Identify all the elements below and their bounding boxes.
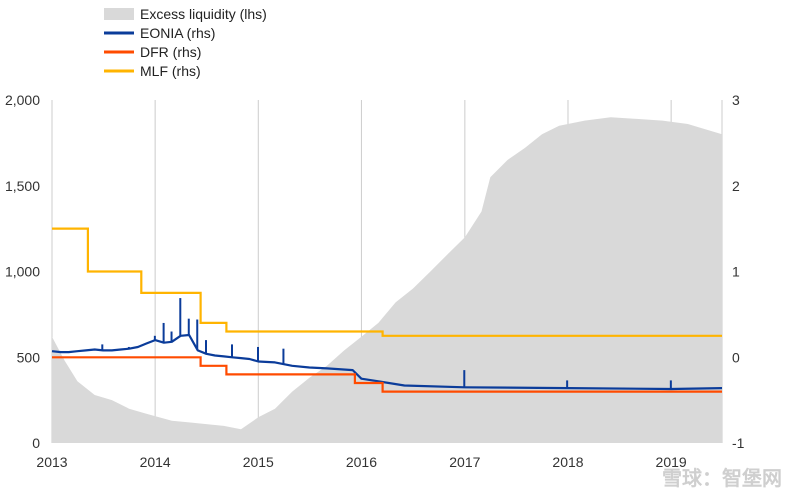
y-left-tick-label: 2,000: [5, 92, 40, 108]
y-right-tick-label: 2: [732, 178, 740, 194]
legend-label: Excess liquidity (lhs): [140, 6, 267, 22]
legend-label: EONIA (rhs): [140, 25, 215, 41]
y-left-tick-label: 1,500: [5, 178, 40, 194]
axis-layer: 2013 2014 2015 2016 2017 2018 201905001,0001,5…: [5, 92, 745, 470]
legend-swatch-area: [104, 8, 134, 20]
series-area-excess-liquidity: [52, 117, 722, 443]
series-line-dfr: [52, 356, 722, 393]
legend: Excess liquidity (lhs) EONIA (rhs) DFR (rh…: [104, 6, 267, 79]
y-left-tick-label: 0: [32, 435, 40, 451]
area-layer: [52, 117, 722, 443]
y-right-tick-label: 3: [732, 92, 740, 108]
y-left-tick-label: 1,000: [5, 264, 40, 280]
x-tick-label: 2013: [36, 454, 67, 470]
y-right-tick-label: 1: [732, 264, 740, 280]
legend-label: MLF (rhs): [140, 63, 201, 79]
y-right-tick-label: -1: [732, 435, 745, 451]
watermark-text: 雪球：智堡网: [662, 466, 782, 490]
series-line-eonia: [51, 333, 723, 391]
x-tick-label: 2015: [243, 454, 274, 470]
y-right-tick-label: 0: [732, 349, 740, 365]
y-left-tick-label: 500: [17, 349, 41, 365]
x-tick-label: 2016: [346, 454, 377, 470]
series-line-mlf: [52, 227, 722, 337]
line-layer: [51, 227, 723, 393]
legend-label: DFR (rhs): [140, 44, 201, 60]
x-tick-label: 2014: [140, 454, 171, 470]
x-tick-label: 2019: [656, 454, 687, 470]
x-tick-label: 2018: [552, 454, 583, 470]
x-tick-label: 2017: [449, 454, 480, 470]
